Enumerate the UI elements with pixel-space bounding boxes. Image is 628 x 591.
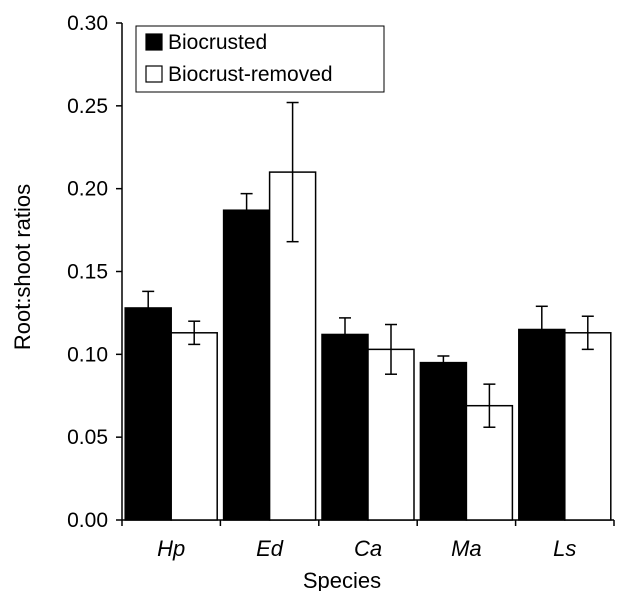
- x-axis-title: Species: [303, 568, 381, 591]
- legend: Biocrusted Biocrust-removed: [135, 25, 385, 93]
- category-label-ls: Ls: [553, 536, 576, 561]
- legend-swatch-biocrusted: [145, 33, 163, 51]
- bar-biocrusted-hp: [124, 307, 172, 521]
- legend-label-biocrust-removed: Biocrust-removed: [168, 63, 333, 86]
- y-tick-label: 0.25: [67, 95, 108, 118]
- y-tick-label: 0.20: [67, 178, 108, 201]
- y-tick-label: 0.10: [67, 343, 108, 366]
- category-label-ed: Ed: [256, 536, 284, 561]
- bar-biocrusted-ca: [321, 333, 369, 521]
- bar-biocrusted-ma: [419, 361, 468, 521]
- bar-biocrusted-ls: [518, 328, 566, 521]
- category-label-ca: Ca: [354, 536, 382, 561]
- y-tick-label: 0.30: [67, 12, 108, 35]
- legend-box: [135, 25, 385, 93]
- bar-biocrust-removed-ls: [564, 332, 612, 521]
- legend-swatch-biocrust-removed: [145, 65, 163, 83]
- y-tick-label: 0.15: [67, 261, 108, 284]
- category-label-hp: Hp: [157, 536, 185, 561]
- y-tick-label: 0.05: [67, 426, 108, 449]
- category-label-ma: Ma: [451, 536, 482, 561]
- bar-biocrust-removed-ca: [367, 348, 415, 521]
- bar-biocrust-removed-hp: [170, 332, 218, 521]
- bar-biocrusted-ed: [222, 209, 271, 521]
- y-axis-title: Root:shoot ratios: [10, 184, 35, 350]
- legend-label-biocrusted: Biocrusted: [168, 31, 267, 54]
- y-tick-label: 0.00: [67, 509, 108, 532]
